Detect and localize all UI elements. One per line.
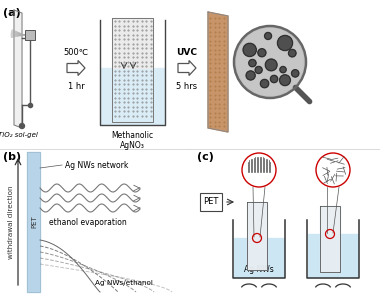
Text: PET: PET	[203, 198, 218, 207]
Circle shape	[236, 28, 304, 97]
FancyArrow shape	[67, 60, 85, 76]
Polygon shape	[112, 18, 153, 68]
Circle shape	[271, 75, 278, 83]
Circle shape	[19, 123, 24, 129]
Circle shape	[255, 66, 262, 74]
Circle shape	[264, 33, 272, 39]
Polygon shape	[14, 10, 22, 128]
FancyArrow shape	[178, 60, 196, 76]
Circle shape	[258, 49, 266, 57]
Circle shape	[265, 59, 277, 71]
Text: PET: PET	[31, 216, 37, 228]
Polygon shape	[27, 152, 40, 292]
Circle shape	[280, 66, 286, 73]
Polygon shape	[208, 12, 228, 132]
Polygon shape	[101, 68, 164, 124]
Circle shape	[249, 60, 256, 67]
Text: withdrawal direction: withdrawal direction	[8, 185, 14, 259]
Circle shape	[288, 49, 296, 57]
Text: (b): (b)	[3, 152, 21, 162]
Text: UVC: UVC	[176, 48, 198, 57]
Circle shape	[243, 154, 275, 186]
Circle shape	[260, 79, 269, 88]
Text: Ag NWs/ethanol: Ag NWs/ethanol	[95, 280, 153, 286]
Circle shape	[280, 75, 290, 86]
Polygon shape	[247, 202, 267, 270]
Text: (c): (c)	[197, 152, 214, 162]
Circle shape	[243, 43, 256, 57]
Circle shape	[291, 70, 299, 77]
Text: 500℃: 500℃	[63, 48, 89, 57]
Text: Ag NWs network: Ag NWs network	[65, 161, 128, 170]
Bar	[200, 193, 222, 211]
Polygon shape	[308, 234, 358, 277]
Text: (a): (a)	[3, 8, 21, 18]
Text: TiO₂ sol-gel: TiO₂ sol-gel	[0, 132, 38, 138]
Bar	[25, 30, 35, 40]
Circle shape	[277, 35, 293, 51]
Circle shape	[317, 154, 349, 186]
Polygon shape	[234, 238, 284, 277]
Text: Methanolic
AgNO₃: Methanolic AgNO₃	[111, 131, 153, 150]
Circle shape	[246, 71, 255, 80]
Text: 1 hr: 1 hr	[68, 82, 84, 91]
Text: 5 hrs: 5 hrs	[176, 82, 198, 91]
Text: ethanol evaporation: ethanol evaporation	[49, 218, 127, 227]
Polygon shape	[320, 206, 340, 272]
Text: Ag NWs: Ag NWs	[244, 265, 274, 274]
